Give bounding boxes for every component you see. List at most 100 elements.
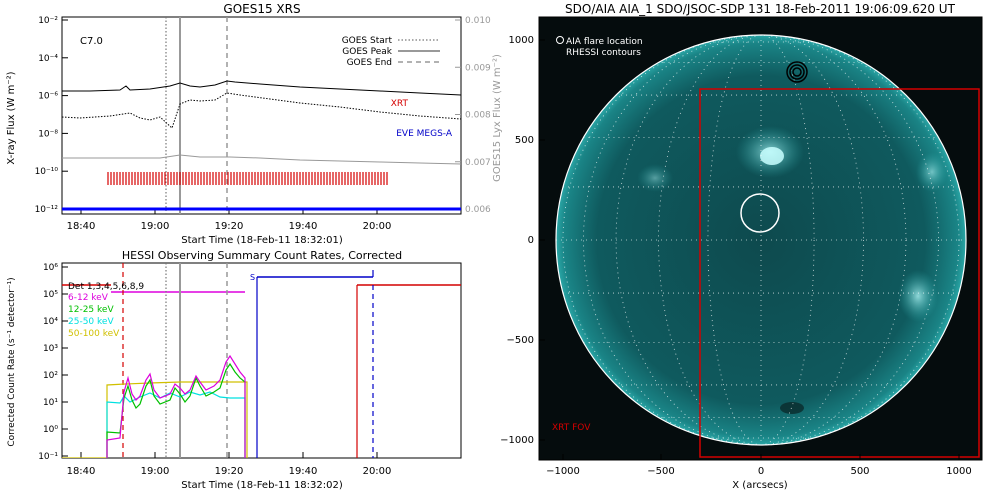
goes-y-ticks-right: 0.010 0.009 0.008 0.007 0.006 [455, 16, 491, 215]
hessi-y-tick-label: 10⁶ [43, 263, 58, 273]
hessi-y-tick-label: 10² [43, 371, 58, 381]
hessi-x-tick-label: 18:40 [67, 466, 96, 477]
goes-x-tick-label: 18:40 [67, 221, 96, 232]
active-region-northwest [916, 152, 948, 192]
active-region-west [898, 270, 938, 322]
aia-flare-location-circle [740, 193, 780, 233]
solar-limb [555, 34, 967, 446]
hessi-y-tick-label: 10⁻¹ [38, 452, 58, 462]
hessi-legend-entry: 6-12 keV [68, 293, 109, 303]
hessi-y-axis-label: Corrected Count Rate (s⁻¹ detector⁻¹) [7, 277, 17, 446]
band-25-50-curve [106, 391, 246, 458]
xrt-label: XRT [391, 99, 409, 109]
aia-y-tick-label: −500 [507, 335, 534, 346]
rhessi-contour-inner [792, 67, 802, 77]
longitude-line [658, 34, 864, 446]
eve-label: EVE MEGS-A [396, 129, 453, 139]
aia-x-tick-label: 0 [758, 466, 764, 477]
hessi-x-ticks: 18:40 19:00 19:20 19:40 20:00 [67, 452, 392, 477]
hessi-y-tick-label: 10³ [43, 344, 58, 354]
aia-legend-line2: RHESSI contours [566, 48, 641, 58]
goes-x-ticks: 18:40 19:00 19:20 19:40 20:00 [67, 208, 392, 232]
goes-title: GOES15 XRS [223, 2, 300, 16]
goes-y-tick-label: 10⁻⁸ [38, 129, 58, 139]
hessi-y-tick-label: 10⁰ [43, 425, 58, 435]
rhessi-contour-mid [789, 64, 805, 80]
legend-goes-start: GOES Start [342, 36, 393, 46]
active-region-south [780, 402, 804, 414]
hessi-y-tick-label: 10⁵ [43, 290, 58, 300]
goes-panel: GOES15 XRS 10⁻² 10⁻⁴ 10⁻⁶ 10⁻⁸ 10⁻¹⁰ 10⁻¹² 0.… [6, 2, 503, 246]
goes-x-axis-label: Start Time (18-Feb-11 18:32:01) [181, 235, 343, 246]
aia-y-tick-label: 0 [528, 235, 534, 246]
s-label: S [250, 273, 255, 282]
aia-x-tick-label: 500 [850, 466, 869, 477]
hessi-y-tick-label: 10⁴ [43, 317, 58, 327]
longitude-line [562, 34, 960, 446]
goes-class-label: C7.0 [80, 36, 103, 47]
hessi-legend-entry: 50-100 keV [68, 329, 120, 339]
aia-legend-line1: AIA flare location [566, 37, 643, 47]
hessi-x-tick-label: 20:00 [363, 466, 392, 477]
aia-panel: SDO/AIA AIA_1 SDO/JSOC-SDP 131 18-Feb-20… [500, 2, 983, 491]
hessi-x-axis-label: Start Time (18-Feb-11 18:32:02) [181, 480, 343, 491]
goes-y-tick-label: 10⁻⁶ [38, 92, 58, 102]
xrt-fov-box [699, 88, 980, 458]
rhessi-contour-outer [786, 61, 808, 83]
aia-y-tick-label: 1000 [509, 35, 534, 46]
aia-title: SDO/AIA AIA_1 SDO/JSOC-SDP 131 18-Feb-20… [565, 2, 956, 16]
goes-x-tick-label: 19:40 [289, 221, 318, 232]
goes-x-tick-label: 20:00 [363, 221, 392, 232]
xrt-observation-marks [107, 172, 388, 185]
goes-x-tick-label: 19:00 [141, 221, 170, 232]
goes-y-tick-label: 10⁻² [38, 16, 58, 26]
goes-x-tick-label: 19:20 [215, 221, 244, 232]
hessi-legend-entry: 12-25 keV [68, 305, 114, 315]
goes-y2-tick-label: 0.009 [465, 63, 491, 73]
aia-x-tick-label: 1000 [946, 466, 971, 477]
aia-legend-circle-icon [556, 36, 564, 44]
xrt-fov-label: XRT FOV [552, 423, 591, 433]
hessi-x-tick-label: 19:20 [215, 466, 244, 477]
goes-y2-tick-label: 0.006 [465, 205, 491, 215]
aia-x-axis-label: X (arcsecs) [732, 480, 788, 491]
hessi-plot-frame [61, 262, 462, 459]
aia-x-tick-label: −500 [647, 466, 674, 477]
aia-y-ticks: 1000 500 0 −500 −1000 [500, 35, 545, 446]
goes-legend: GOES Start GOES Peak GOES End [342, 36, 440, 68]
goes-short-series [62, 92, 461, 129]
hessi-title: HESSI Observing Summary Count Rates, Cor… [122, 249, 402, 262]
det-label: Det 1,3,4,5,6,8,9 [68, 282, 144, 292]
goes-plot-frame [61, 16, 462, 215]
goes-y2-tick-label: 0.008 [465, 111, 491, 121]
aia-y-tick-label: −1000 [500, 435, 534, 446]
aia-x-tick-label: −1000 [546, 466, 580, 477]
active-region-east [637, 164, 673, 192]
legend-goes-peak: GOES Peak [342, 47, 392, 57]
hessi-legend: 6-12 keV 12-25 keV 25-50 keV 50-100 keV [68, 293, 120, 339]
band-50-100-curve [62, 381, 248, 458]
band-6-12-curve [106, 354, 246, 458]
goes-y2-axis-label: GOES15 Lyx Flux (W m⁻²) [492, 54, 503, 182]
legend-goes-end: GOES End [347, 58, 392, 68]
hessi-y-ticks: 10⁶ 10⁵ 10⁴ 10³ 10² 10¹ 10⁰ 10⁻¹ [38, 263, 68, 462]
goes-y-axis-label: X-ray Flux (W m⁻²) [6, 71, 17, 164]
hessi-y-tick-label: 10¹ [43, 398, 58, 408]
band-12-25-curve [106, 362, 246, 458]
active-region-core [760, 147, 784, 165]
goes-y-tick-label: 10⁻⁴ [38, 54, 58, 64]
aia-x-ticks: −1000 −500 0 500 1000 [546, 454, 972, 477]
goes-lyx-series [62, 154, 461, 165]
hessi-legend-entry: 25-50 keV [68, 317, 114, 327]
goes-y2-tick-label: 0.007 [465, 158, 491, 168]
aia-y-tick-label: 500 [515, 135, 534, 146]
goes-y2-tick-label: 0.010 [465, 16, 491, 26]
hessi-panel: HESSI Observing Summary Count Rates, Cor… [7, 249, 462, 491]
goes-y-ticks-left: 10⁻² 10⁻⁴ 10⁻⁶ 10⁻⁸ 10⁻¹⁰ 10⁻¹² [35, 16, 68, 215]
goes-long-series [62, 80, 461, 96]
hessi-x-tick-label: 19:00 [141, 466, 170, 477]
goes-y-tick-label: 10⁻¹⁰ [35, 167, 59, 177]
goes-y-tick-label: 10⁻¹² [35, 205, 59, 215]
hessi-x-tick-label: 19:40 [289, 466, 318, 477]
